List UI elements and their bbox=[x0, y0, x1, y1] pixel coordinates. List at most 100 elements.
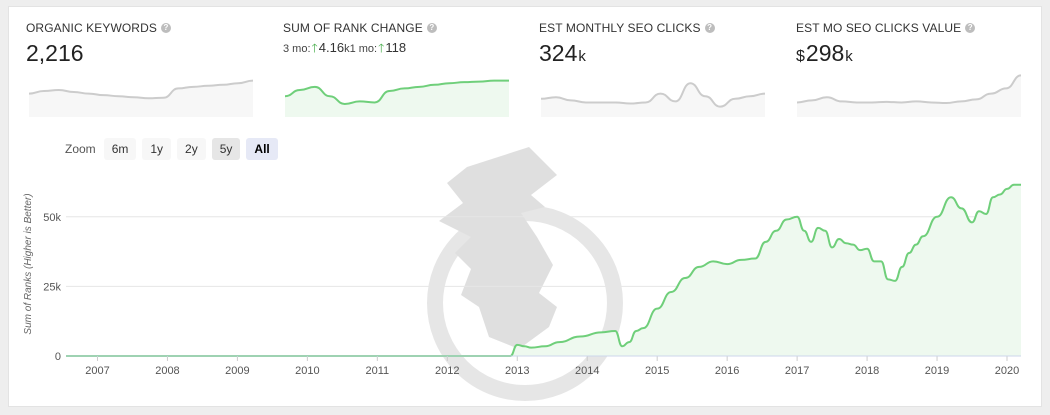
metric-title-text: SUM OF RANK CHANGE bbox=[283, 21, 423, 35]
data-point[interactable] bbox=[781, 214, 793, 226]
metric-organic-keywords: ORGANIC KEYWORDS ? 2,216 bbox=[26, 21, 256, 68]
data-point[interactable] bbox=[693, 261, 705, 273]
metric-title-text: EST MO SEO CLICKS VALUE bbox=[796, 21, 962, 35]
metric-title: EST MONTHLY SEO CLICKS ? bbox=[539, 21, 769, 35]
metric-value: 324 k bbox=[539, 40, 769, 68]
arrow-up-icon: 🡑 bbox=[311, 41, 318, 55]
data-point[interactable] bbox=[945, 191, 957, 203]
data-point[interactable] bbox=[735, 254, 747, 266]
data-point[interactable] bbox=[637, 322, 649, 334]
x-tick-label: 2014 bbox=[575, 365, 599, 377]
rank-change-values: 3 mo: 🡑 4.16 k 1 mo: 🡑 118 bbox=[283, 39, 513, 57]
zoom-button-2y[interactable]: 2y bbox=[177, 138, 206, 160]
data-point[interactable] bbox=[770, 225, 782, 237]
y-axis-label: Sum of Ranks (Higher is Better) bbox=[23, 193, 34, 334]
data-point[interactable] bbox=[805, 236, 817, 248]
sparkline-area bbox=[29, 80, 253, 117]
help-icon[interactable]: ? bbox=[160, 23, 171, 33]
data-point[interactable] bbox=[760, 236, 772, 248]
metric-title: ORGANIC KEYWORDS ? bbox=[26, 21, 256, 35]
y-tick-label: 50k bbox=[43, 212, 61, 224]
metric-title: EST MO SEO CLICKS VALUE ? bbox=[796, 21, 1026, 35]
data-point[interactable] bbox=[1015, 179, 1027, 191]
x-tick-label: 2007 bbox=[85, 365, 109, 377]
data-point[interactable] bbox=[931, 211, 943, 223]
x-tick-label: 2008 bbox=[155, 365, 179, 377]
data-point[interactable] bbox=[721, 258, 733, 270]
metric-seo-value: EST MO SEO CLICKS VALUE ? $ 298 k bbox=[796, 21, 1026, 68]
data-point[interactable] bbox=[798, 225, 810, 237]
rank-change-3mo-value: 4.16 bbox=[318, 40, 345, 55]
sparkline-seo-clicks bbox=[541, 82, 765, 117]
y-tick-label: 0 bbox=[55, 351, 61, 363]
seo-value-unit: k bbox=[845, 48, 853, 65]
sparkline-area bbox=[285, 80, 509, 117]
seo-value-currency: $ bbox=[796, 48, 805, 65]
zoom-button-all[interactable]: All bbox=[246, 138, 278, 160]
data-point[interactable] bbox=[609, 325, 621, 337]
sparkline-seo-value bbox=[797, 74, 1021, 117]
rank-change-3mo-label: 3 mo: bbox=[283, 43, 311, 55]
data-point[interactable] bbox=[665, 286, 677, 298]
metric-value: 2,216 bbox=[26, 40, 256, 68]
data-point[interactable] bbox=[707, 255, 719, 267]
x-tick-label: 2016 bbox=[715, 365, 739, 377]
rank-change-3mo-unit: k bbox=[344, 43, 350, 55]
rank-change-1mo-value: 118 bbox=[385, 40, 407, 55]
data-point[interactable] bbox=[539, 340, 551, 352]
data-point[interactable] bbox=[679, 272, 691, 284]
x-tick-label: 2010 bbox=[295, 365, 319, 377]
sparkline-rank-change bbox=[285, 79, 509, 117]
seo-clicks-unit: k bbox=[578, 48, 586, 65]
data-point[interactable] bbox=[749, 253, 761, 265]
y-tick-label: 25k bbox=[43, 281, 61, 293]
data-point[interactable] bbox=[980, 208, 992, 220]
zoom-controls: Zoom 6m 1y 2y 5y All bbox=[65, 138, 278, 160]
data-point[interactable] bbox=[896, 261, 908, 273]
x-tick-label: 2019 bbox=[925, 365, 949, 377]
help-icon[interactable]: ? bbox=[704, 23, 715, 33]
data-point[interactable] bbox=[525, 342, 537, 354]
organic-keywords-value: 2,216 bbox=[26, 40, 84, 66]
zoom-button-5y[interactable]: 5y bbox=[211, 138, 241, 160]
x-tick-label: 2011 bbox=[366, 365, 390, 377]
metric-title-text: EST MONTHLY SEO CLICKS bbox=[539, 21, 701, 35]
help-icon[interactable]: ? bbox=[965, 23, 976, 33]
data-point[interactable] bbox=[595, 326, 607, 338]
series-area-fill bbox=[66, 184, 1021, 356]
data-point[interactable] bbox=[623, 336, 635, 348]
sparkline-line bbox=[797, 74, 1021, 104]
sparkline-line bbox=[29, 79, 253, 100]
x-tick-label: 2013 bbox=[505, 365, 529, 377]
sparkline-area bbox=[541, 83, 765, 117]
sparkline-line bbox=[285, 79, 509, 106]
data-point[interactable] bbox=[917, 230, 929, 242]
rank-change-1mo-label: 1 mo: bbox=[349, 43, 378, 55]
data-point[interactable] bbox=[651, 303, 663, 315]
x-tick-label: 2015 bbox=[645, 365, 669, 377]
help-icon[interactable]: ? bbox=[426, 23, 437, 33]
zoom-button-1y[interactable]: 1y bbox=[142, 138, 172, 160]
watermark bbox=[427, 147, 623, 401]
metric-rank-change: SUM OF RANK CHANGE ? 3 mo: 🡑 4.16 k 1 mo… bbox=[283, 21, 513, 57]
x-tick-label: 2009 bbox=[225, 365, 249, 377]
zoom-label: Zoom bbox=[65, 142, 96, 156]
arrow-up-icon: 🡑 bbox=[378, 41, 385, 55]
metric-seo-clicks: EST MONTHLY SEO CLICKS ? 324 k bbox=[539, 21, 769, 68]
data-point[interactable] bbox=[553, 336, 565, 348]
data-point[interactable] bbox=[819, 225, 831, 237]
data-point[interactable] bbox=[875, 255, 887, 267]
metric-value: $ 298 k bbox=[796, 40, 1026, 68]
data-point[interactable] bbox=[956, 202, 968, 214]
data-point[interactable] bbox=[889, 275, 901, 287]
data-point[interactable] bbox=[574, 331, 586, 343]
x-tick-label: 2020 bbox=[995, 365, 1019, 377]
data-point[interactable] bbox=[791, 211, 803, 223]
x-tick-label: 2018 bbox=[855, 365, 879, 377]
data-point[interactable] bbox=[861, 243, 873, 255]
data-point[interactable] bbox=[966, 216, 978, 228]
x-tick-label: 2017 bbox=[785, 365, 809, 377]
x-tick-label: 2012 bbox=[435, 365, 459, 377]
sparkline-organic-keywords bbox=[29, 79, 253, 117]
zoom-button-6m[interactable]: 6m bbox=[103, 138, 137, 160]
